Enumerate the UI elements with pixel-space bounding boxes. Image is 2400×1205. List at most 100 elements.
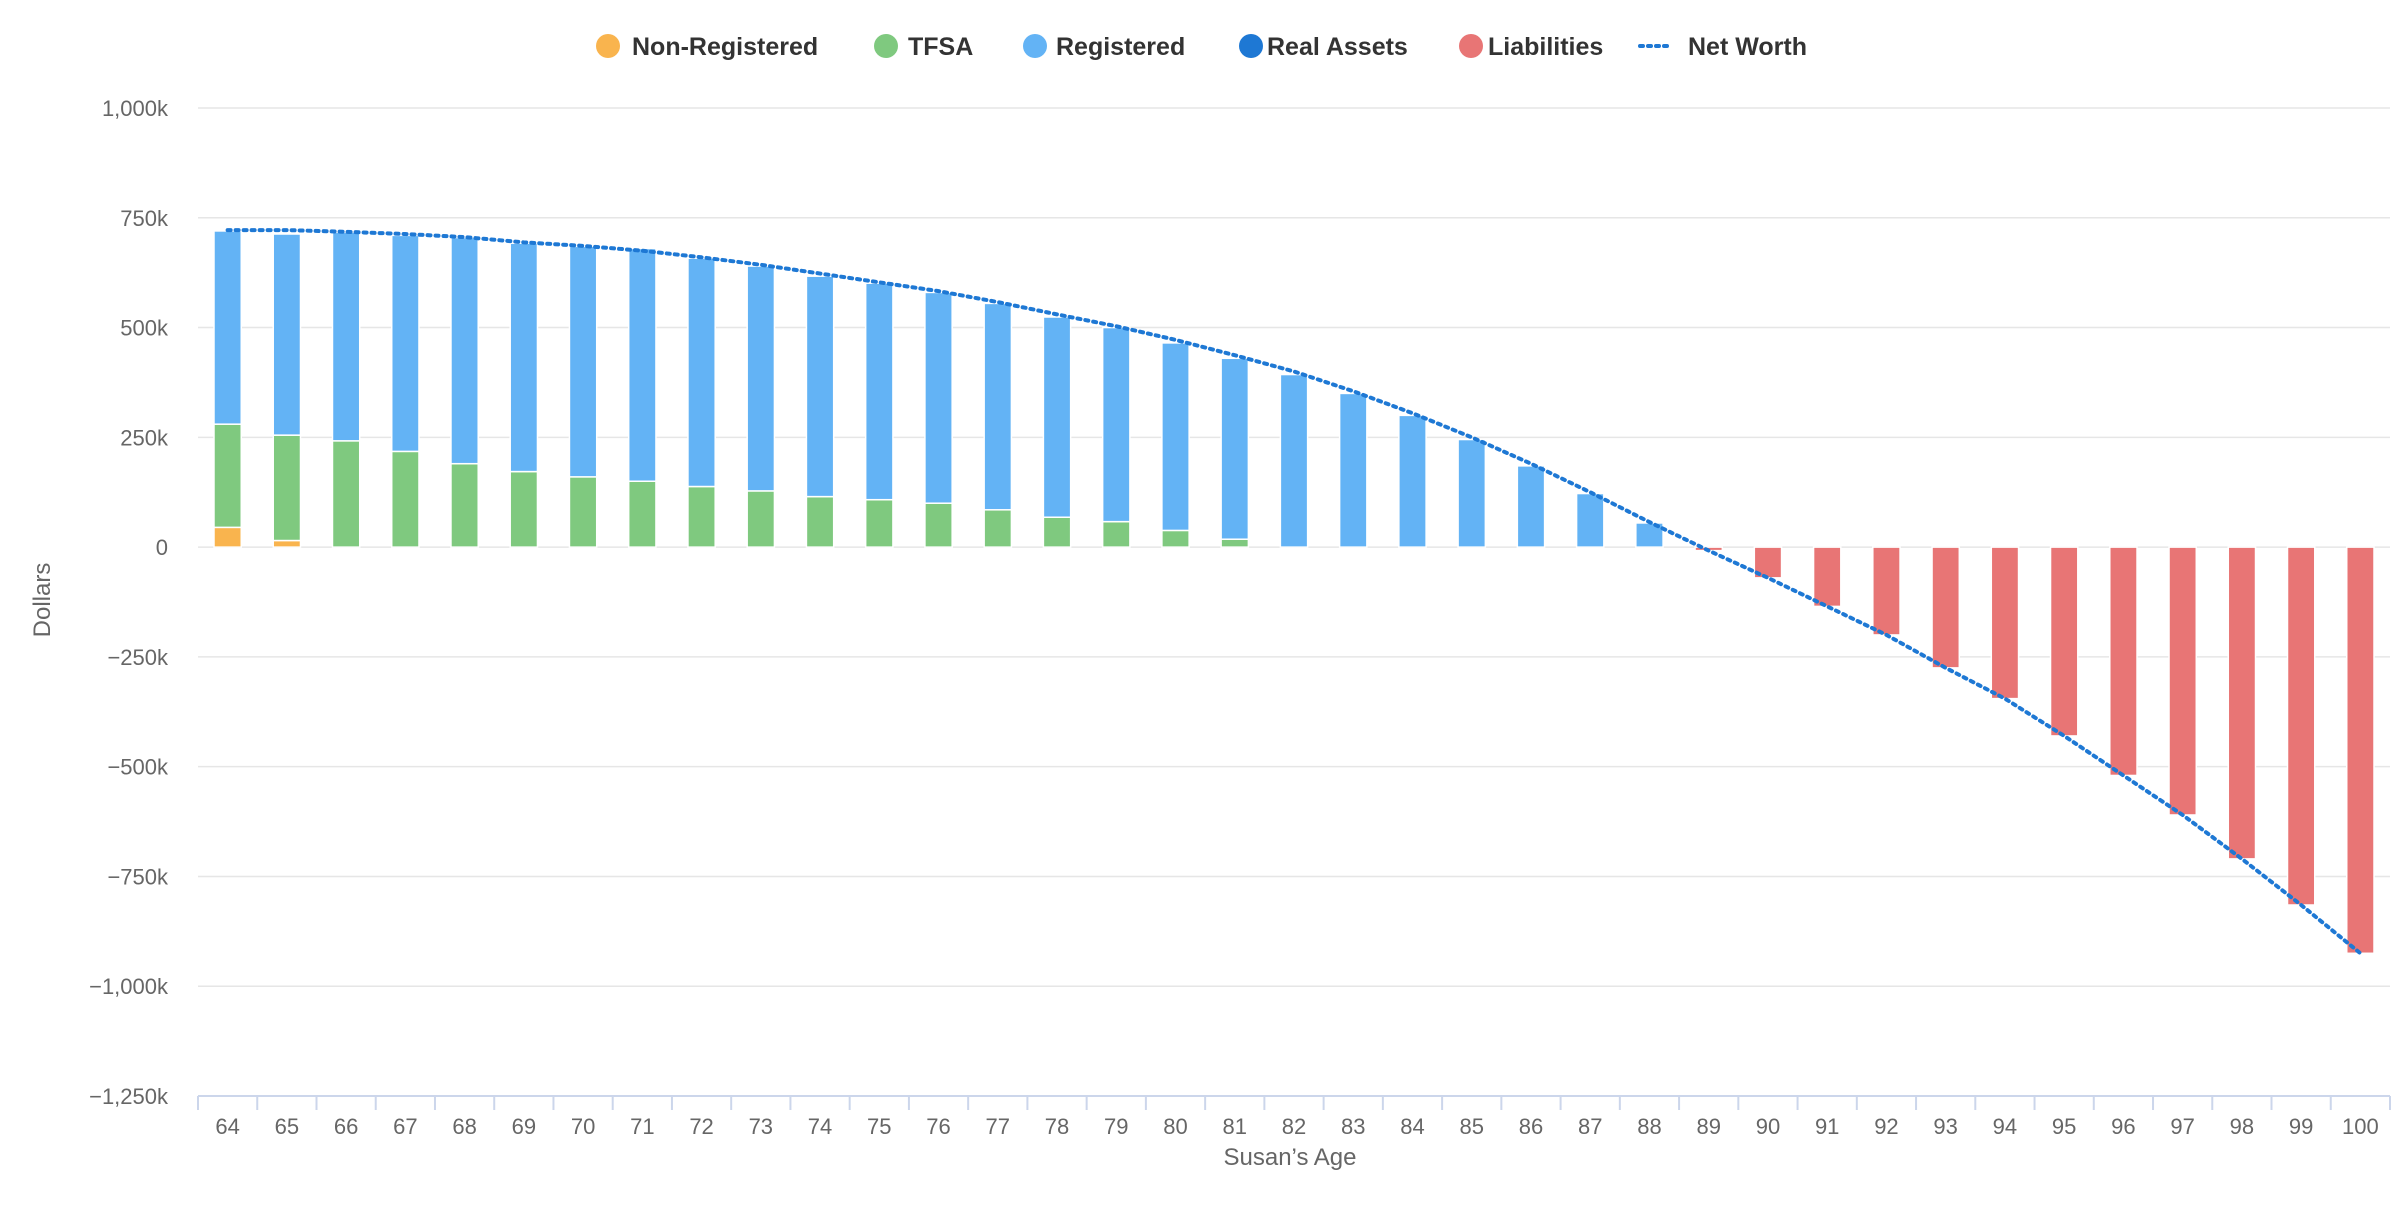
x-tick-label: 79 [1104,1114,1128,1139]
legend-swatch [874,34,898,58]
bar-tfsa [272,434,302,542]
y-tick-label: 750k [120,206,169,231]
bar-tfsa [687,485,716,548]
legend-swatch [1239,34,1263,58]
x-tick-label: 72 [689,1114,713,1139]
bars [213,230,2375,955]
legend-label: TFSA [908,33,973,61]
bar-registered [390,234,420,453]
x-tick-label: 64 [215,1114,239,1139]
bar-registered [1279,373,1309,548]
x-tick-label: 100 [2342,1114,2379,1139]
x-tick-label: 88 [1637,1114,1661,1139]
y-tick-label: 500k [120,316,169,341]
x-tick-label: 81 [1223,1114,1247,1139]
x-tick-label: 80 [1163,1114,1187,1139]
bar-tfsa [509,470,539,548]
legend-item-registered: Registered [1023,33,1185,61]
y-tick-label: −500k [107,755,169,780]
bar-registered [1398,414,1427,548]
x-tick-label: 75 [867,1114,891,1139]
x-tick-label: 78 [1045,1114,1069,1139]
y-tick-label: 0 [156,535,168,560]
bar-registered [1575,492,1605,548]
x-tick-label: 77 [986,1114,1010,1139]
bar-registered [746,265,776,492]
x-tick-label: 71 [630,1114,654,1139]
net-worth-line [225,228,2363,956]
bar-liabilities [1931,546,1961,669]
x-tick-label: 98 [2230,1114,2254,1139]
x-tick-label: 96 [2111,1114,2135,1139]
legend-item-real-assets: Real Assets [1239,33,1408,61]
bar-tfsa [864,498,894,548]
bar-tfsa [1161,529,1190,548]
x-tick-label: 87 [1578,1114,1602,1139]
x-tick-label: 84 [1400,1114,1424,1139]
bar-tfsa [1042,516,1072,548]
bar-tfsa [1101,520,1131,548]
bar-registered [805,275,835,498]
bar-tfsa [331,440,361,548]
x-axis-title: Susan’s Age [1224,1144,1357,1171]
bar-liabilities [2227,546,2257,860]
y-axis-title: Dollars [29,563,56,638]
bar-registered [1516,465,1546,548]
legend-item-tfsa: TFSA [874,33,973,61]
bar-liabilities [2168,546,2198,816]
x-tick-label: 93 [1933,1114,1957,1139]
x-tick-label: 65 [275,1114,299,1139]
bar-liabilities [1812,546,1842,608]
bar-registered [272,233,302,436]
bar-registered [1457,438,1487,548]
bar-registered [1161,342,1190,532]
bar-tfsa [450,462,479,548]
legend-swatch [596,34,620,58]
bar-tfsa [746,490,776,548]
x-tick-label: 73 [749,1114,773,1139]
legend-item-net-worth: Net Worth [1638,33,1807,61]
x-tick-label: 66 [334,1114,358,1139]
bar-non-registered [213,526,242,548]
bar-registered [864,282,894,501]
y-tick-label: 1,000k [102,96,169,121]
y-tick-label: 250k [120,425,169,450]
y-axis: 1,000k 750k 500k 250k 0 −250k −500k −750k −1,000… [89,96,169,1109]
x-tick-label: 74 [808,1114,832,1139]
x-tick-label: 86 [1519,1114,1543,1139]
x-tick-label: 67 [393,1114,417,1139]
y-tick-label: −750k [107,864,169,889]
x-tick-label: 85 [1459,1114,1483,1139]
legend-label: Liabilities [1488,33,1603,61]
x-tick-label: 97 [2170,1114,2194,1139]
bar-tfsa [568,476,598,548]
bar-registered [1042,316,1072,519]
y-tick-label: −250k [107,645,169,670]
bar-liabilities [2346,546,2375,955]
y-tick-label: −1,250k [89,1084,169,1109]
x-tick-label: 82 [1282,1114,1306,1139]
bar-tfsa [213,423,242,529]
bar-tfsa [390,450,420,548]
bar-registered [568,245,598,478]
x-tick-label: 89 [1696,1114,1720,1139]
bar-registered [1101,326,1131,523]
legend: Non-Registered TFSA Registered Real Assets L… [596,33,1807,61]
x-tick-label: 70 [571,1114,595,1139]
x-tick-label: 91 [1815,1114,1839,1139]
bar-tfsa [627,480,657,548]
legend-label: Net Worth [1688,33,1807,61]
legend-label: Registered [1056,33,1185,61]
bar-liabilities [1872,546,1901,636]
bar-liabilities [2049,546,2079,737]
y-tick-label: −1,000k [89,974,169,999]
x-axis: 64 65 66 67 68 69 70 71 72 73 74 75 76 77 78 79 80 81 82 83… [197,1095,2391,1139]
bar-registered [983,302,1013,511]
x-tick-label: 83 [1341,1114,1365,1139]
x-tick-label: 69 [512,1114,536,1139]
bar-registered [687,257,716,488]
x-tick-label: 90 [1756,1114,1780,1139]
legend-item-liabilities: Liabilities [1459,33,1603,61]
